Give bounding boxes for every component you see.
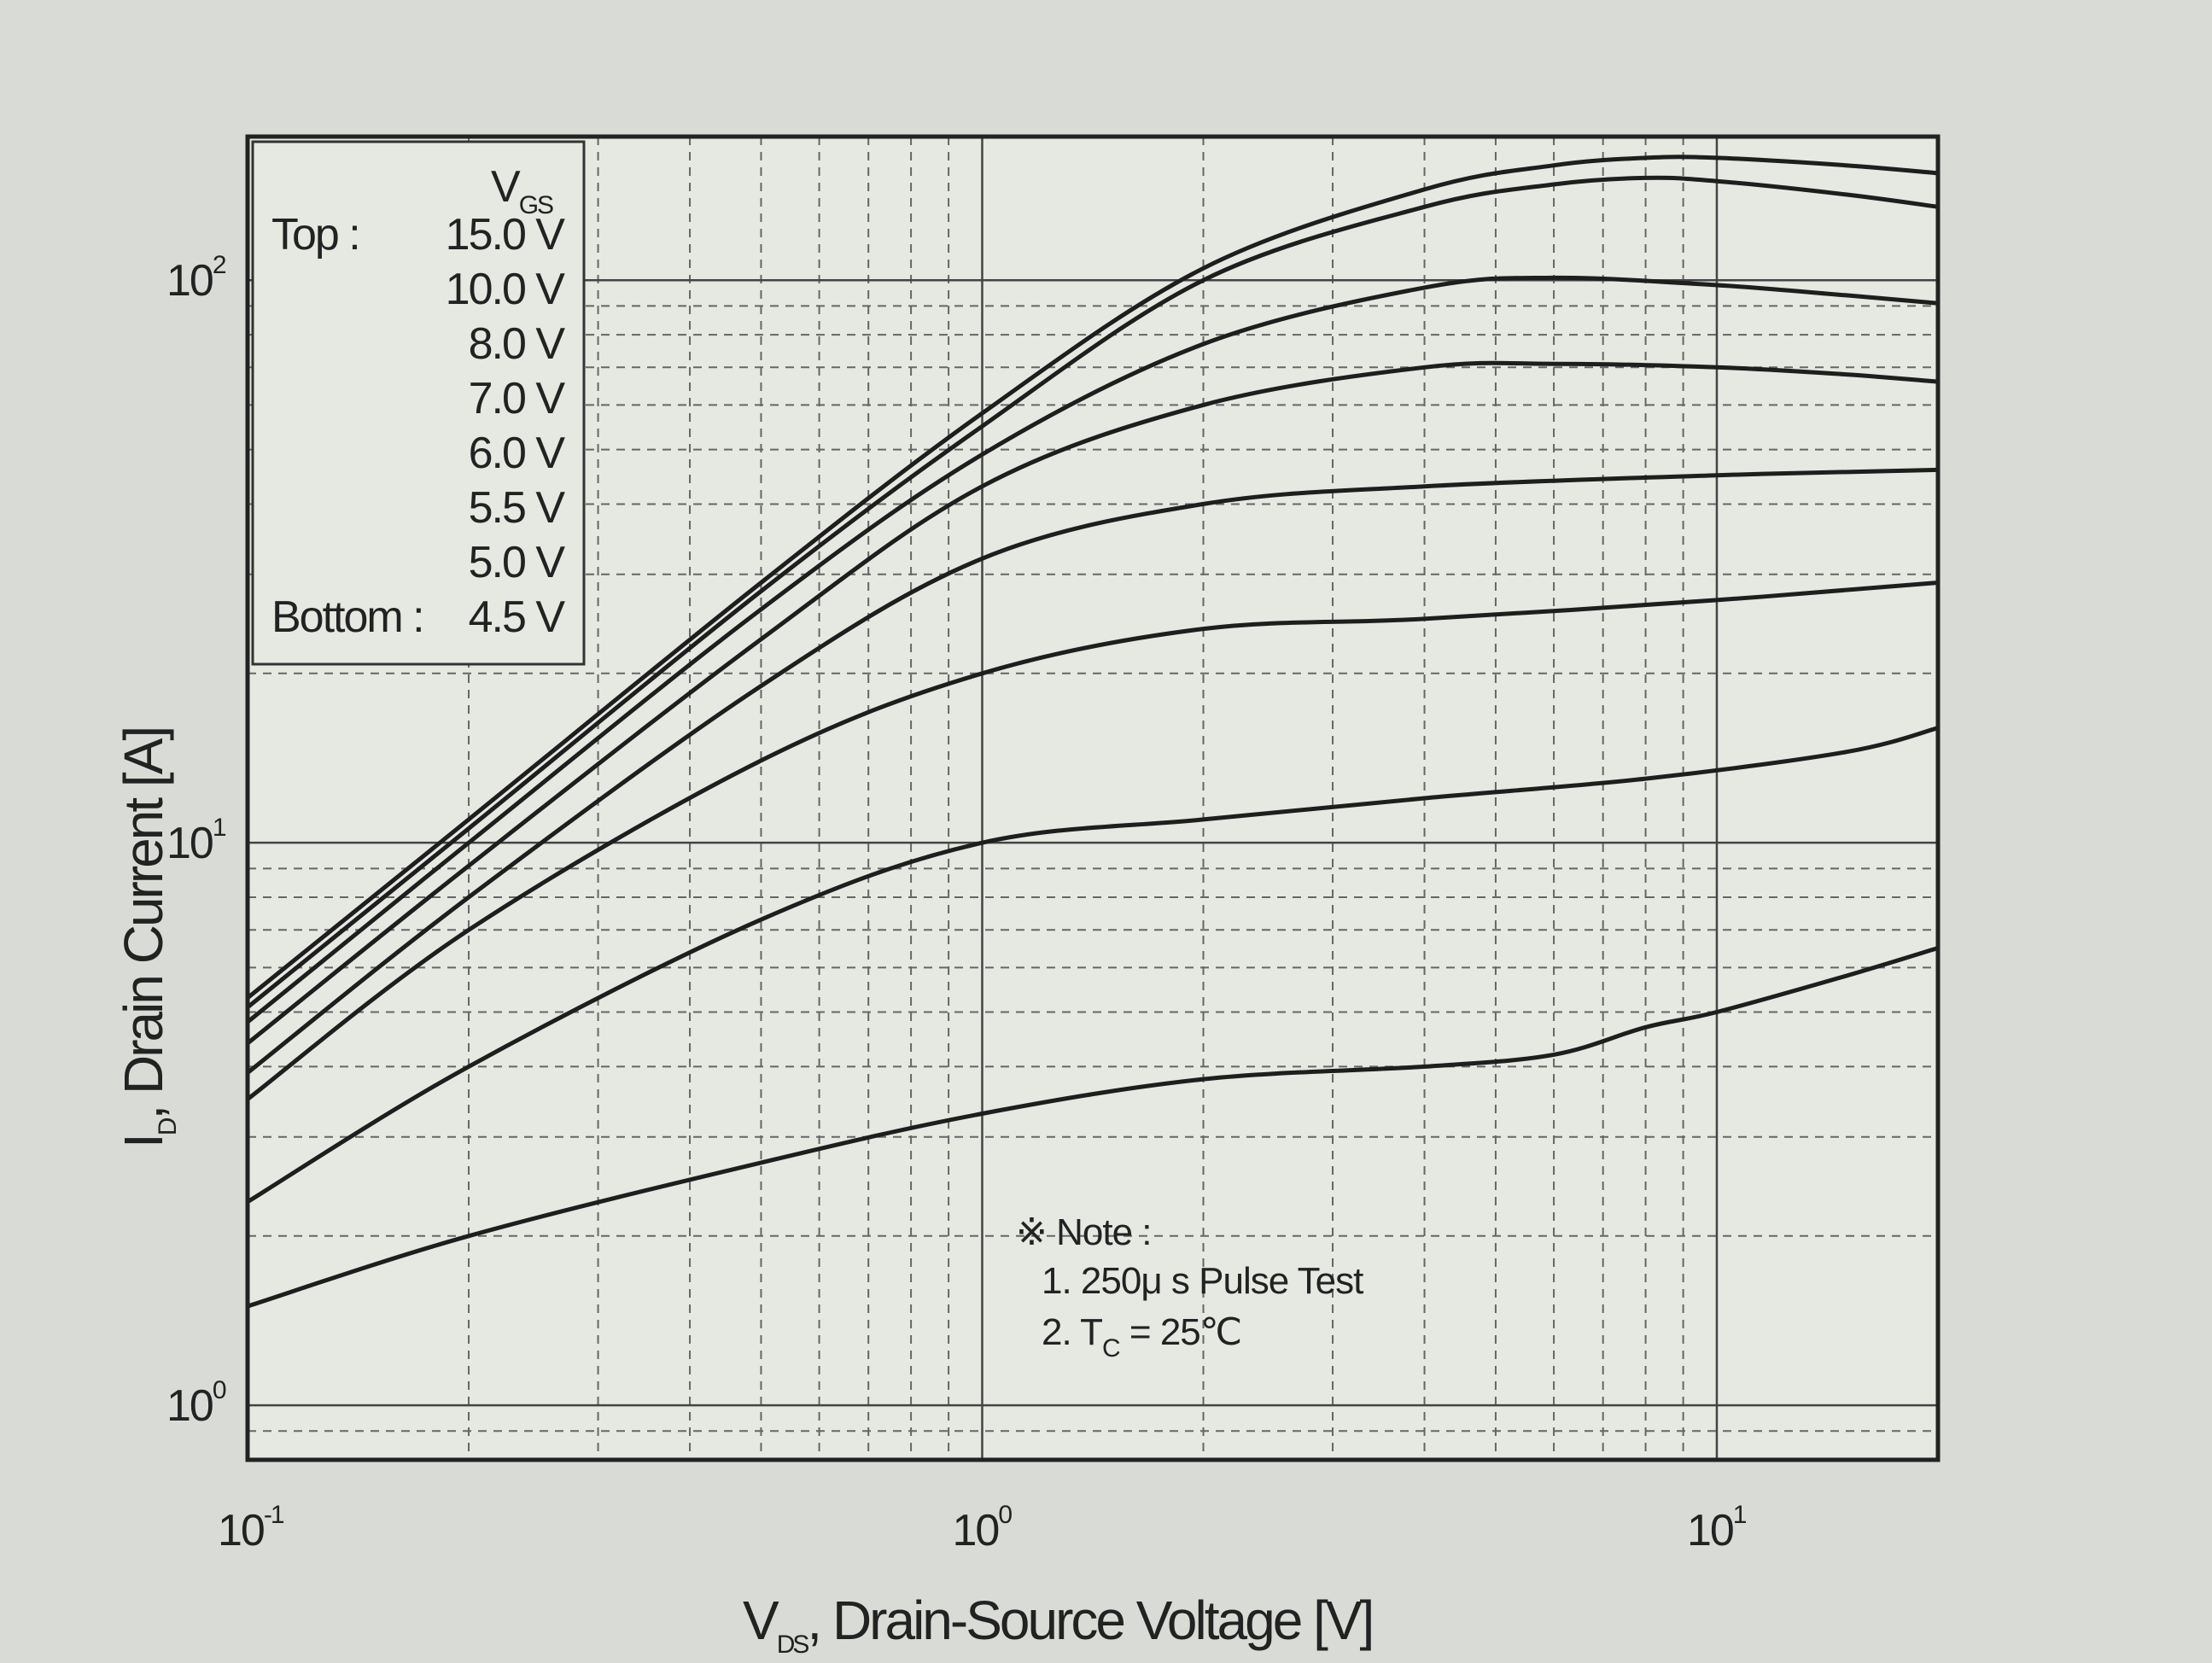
note: ※ Note : 1. 250μ s Pulse Test 2. TC = 25… (1016, 1211, 1364, 1362)
legend-row-label: 4.5 V (469, 592, 566, 642)
x-tick-label: 101 (1687, 1501, 1747, 1555)
curve-vgs-7 (245, 946, 1941, 1309)
legend-row-label: 7.0 V (469, 374, 566, 423)
curve-vgs-6 (245, 726, 1941, 1205)
x-axis-title-rest: , Drain-Source Voltage [V] (807, 1590, 1372, 1651)
legend-row-prefix: Top : (271, 210, 359, 260)
note-line-2-pre: 2. T (1042, 1311, 1102, 1353)
legend-row-prefix: Bottom : (271, 592, 423, 642)
note-title: ※ Note : (1016, 1211, 1151, 1253)
legend-row-label: 10.0 V (446, 265, 566, 314)
legend-row-label: 5.5 V (469, 483, 566, 533)
curve-vgs-5 (245, 581, 1941, 1102)
plot-frame (245, 134, 1941, 1462)
x-tick-label: 10-1 (218, 1501, 284, 1555)
legend: VGS Top : 15.0 V 10.0 V 8.0 V 7.0 V 6.0 V 5.5 … (251, 140, 586, 666)
note-line-2: 2. TC = 25℃ (1042, 1311, 1241, 1362)
note-line-1: 1. 250μ s Pulse Test (1042, 1260, 1363, 1302)
curve-vgs-4 (245, 467, 1941, 1076)
curve-vgs-2 (245, 275, 1941, 1024)
y-tick-label: 101 (166, 814, 226, 868)
curves (245, 155, 1941, 1309)
x-axis-title-main: V (743, 1590, 779, 1651)
y-tick-label: 100 (166, 1376, 226, 1431)
legend-header-sub: GS (519, 191, 553, 219)
x-axis-title-sub: DS (777, 1631, 809, 1659)
curve-vgs-0 (245, 155, 1941, 1001)
legend-row-label: 6.0 V (469, 429, 566, 478)
legend-row-label: 5.0 V (469, 538, 566, 587)
note-line-2-sub: C (1102, 1334, 1120, 1362)
legend-header: VGS (491, 162, 553, 219)
x-tick-labels: 10-1 100 101 (218, 1501, 1748, 1555)
legend-rows: Top : 15.0 V 10.0 V 8.0 V 7.0 V 6.0 V 5.5 V 5.0… (271, 210, 567, 642)
legend-box (251, 140, 586, 666)
x-axis-title: VDS, Drain-Source Voltage [V] (743, 1590, 1372, 1659)
curve-vgs-3 (245, 360, 1941, 1046)
x-tick-label: 100 (952, 1501, 1012, 1555)
note-line-2-post: = 25℃ (1120, 1311, 1242, 1353)
legend-row-label: 15.0 V (446, 210, 566, 260)
curve-vgs-1 (245, 175, 1941, 1010)
y-axis-title: ID, Drain Current [A] (113, 728, 182, 1148)
y-axis-title-sub: D (154, 1117, 182, 1135)
y-tick-labels: 100 101 102 (166, 251, 228, 1431)
legend-row-label: 8.0 V (469, 319, 566, 369)
y-axis-title-main: I (113, 1135, 174, 1148)
legend-header-main: V (491, 162, 521, 212)
y-axis-title-rest: , Drain Current [A] (113, 728, 174, 1120)
y-tick-label: 102 (166, 251, 226, 306)
